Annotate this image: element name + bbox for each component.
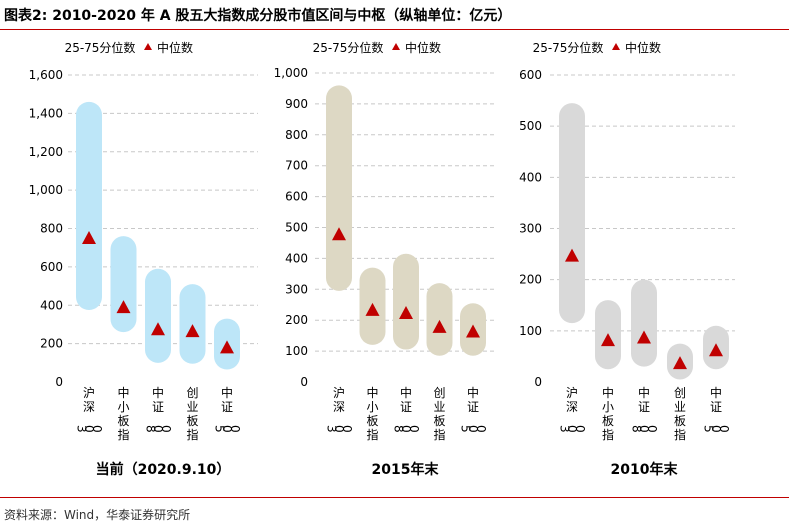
legend-median-label: 中位数 (625, 40, 661, 55)
y-tick-label: 500 (285, 221, 308, 235)
category-label: 沪深 300 (325, 386, 354, 433)
category-label: 沪深 300 (558, 386, 587, 433)
y-tick-label: 1,000 (274, 66, 308, 80)
legend-median-marker (612, 43, 620, 50)
median-marker (637, 330, 651, 344)
range-bar (76, 101, 102, 311)
y-tick-label: 600 (40, 260, 63, 274)
y-tick-label: 100 (285, 344, 308, 358)
category-label: 中证 500 (213, 385, 242, 433)
median-marker (365, 302, 380, 316)
y-tick-label: 1,200 (29, 145, 63, 159)
y-tick-label: 600 (519, 68, 542, 82)
median-marker (432, 319, 447, 333)
category-label: 中证 800 (392, 385, 421, 433)
source-rule (0, 497, 789, 498)
range-bar (145, 268, 171, 363)
category-label: 中证 800 (630, 385, 659, 433)
median-marker (185, 324, 200, 338)
title-rule (0, 29, 789, 30)
range-bar (426, 283, 453, 356)
category-label: 中证 500 (459, 385, 488, 433)
y-tick-label: 0 (55, 375, 63, 389)
y-tick-label: 500 (519, 119, 542, 133)
y-tick-label: 200 (519, 273, 542, 287)
legend-range-label: 25-75分位数 (313, 40, 384, 55)
y-tick-label: 800 (40, 222, 63, 236)
median-marker (709, 343, 723, 357)
range-bar (559, 103, 585, 324)
range-bar (631, 279, 657, 367)
y-tick-label: 1,400 (29, 106, 63, 120)
chart-title: 2010年末 (611, 461, 679, 478)
median-marker (565, 248, 579, 262)
y-tick-label: 400 (40, 298, 63, 312)
range-bar (326, 85, 352, 291)
median-marker (116, 300, 131, 314)
legend-median-label: 中位数 (405, 40, 441, 55)
category-label: 沪深 300 (75, 386, 104, 433)
legend-median-marker (144, 43, 152, 50)
y-tick-label: 200 (40, 337, 63, 351)
range-bar (179, 284, 206, 364)
y-tick-label: 300 (519, 222, 542, 236)
category-label: 创业板指 (186, 386, 198, 442)
y-tick-label: 0 (534, 375, 542, 389)
median-marker (673, 356, 687, 370)
y-tick-label: 0 (300, 375, 308, 389)
y-tick-label: 200 (285, 313, 308, 327)
category-label: 创业板指 (433, 386, 445, 442)
y-tick-label: 800 (285, 128, 308, 142)
legend-median-marker (392, 43, 400, 50)
category-label: 中小板指 (366, 385, 378, 442)
median-marker (466, 324, 480, 338)
source-note: 资料来源：Wind，华泰证券研究所 (4, 508, 191, 522)
median-marker (151, 322, 165, 336)
median-marker (332, 227, 346, 241)
y-tick-label: 900 (285, 97, 308, 111)
legend-median-label: 中位数 (157, 40, 193, 55)
category-label: 创业板指 (674, 386, 686, 442)
median-marker (399, 306, 413, 320)
charts-canvas: 02004006008001,0001,2001,4001,60025-75分位… (29, 40, 735, 478)
legend-range-label: 25-75分位数 (65, 40, 136, 55)
y-tick-label: 1,000 (29, 183, 63, 197)
y-tick-label: 1,600 (29, 68, 63, 82)
y-tick-label: 600 (285, 190, 308, 204)
median-marker (220, 340, 234, 354)
figure-title: 图表2: 2010-2020 年 A 股五大指数成分股市值区间与中枢（纵轴单位：… (4, 8, 512, 24)
median-marker (601, 333, 615, 347)
category-label: 中小板指 (602, 385, 614, 442)
y-tick-label: 400 (285, 251, 308, 265)
y-tick-label: 100 (519, 324, 542, 338)
y-tick-label: 300 (285, 282, 308, 296)
category-label: 中证 500 (702, 385, 731, 433)
category-label: 中证 800 (144, 385, 173, 433)
median-marker (82, 231, 96, 245)
category-label: 中小板指 (117, 385, 129, 442)
y-tick-label: 700 (285, 159, 308, 173)
chart-title: 当前（2020.9.10） (96, 461, 231, 478)
range-bar (393, 253, 419, 350)
legend-range-label: 25-75分位数 (533, 40, 604, 55)
y-tick-label: 400 (519, 170, 542, 184)
range-bar (110, 236, 137, 333)
chart-title: 2015年末 (372, 461, 440, 478)
